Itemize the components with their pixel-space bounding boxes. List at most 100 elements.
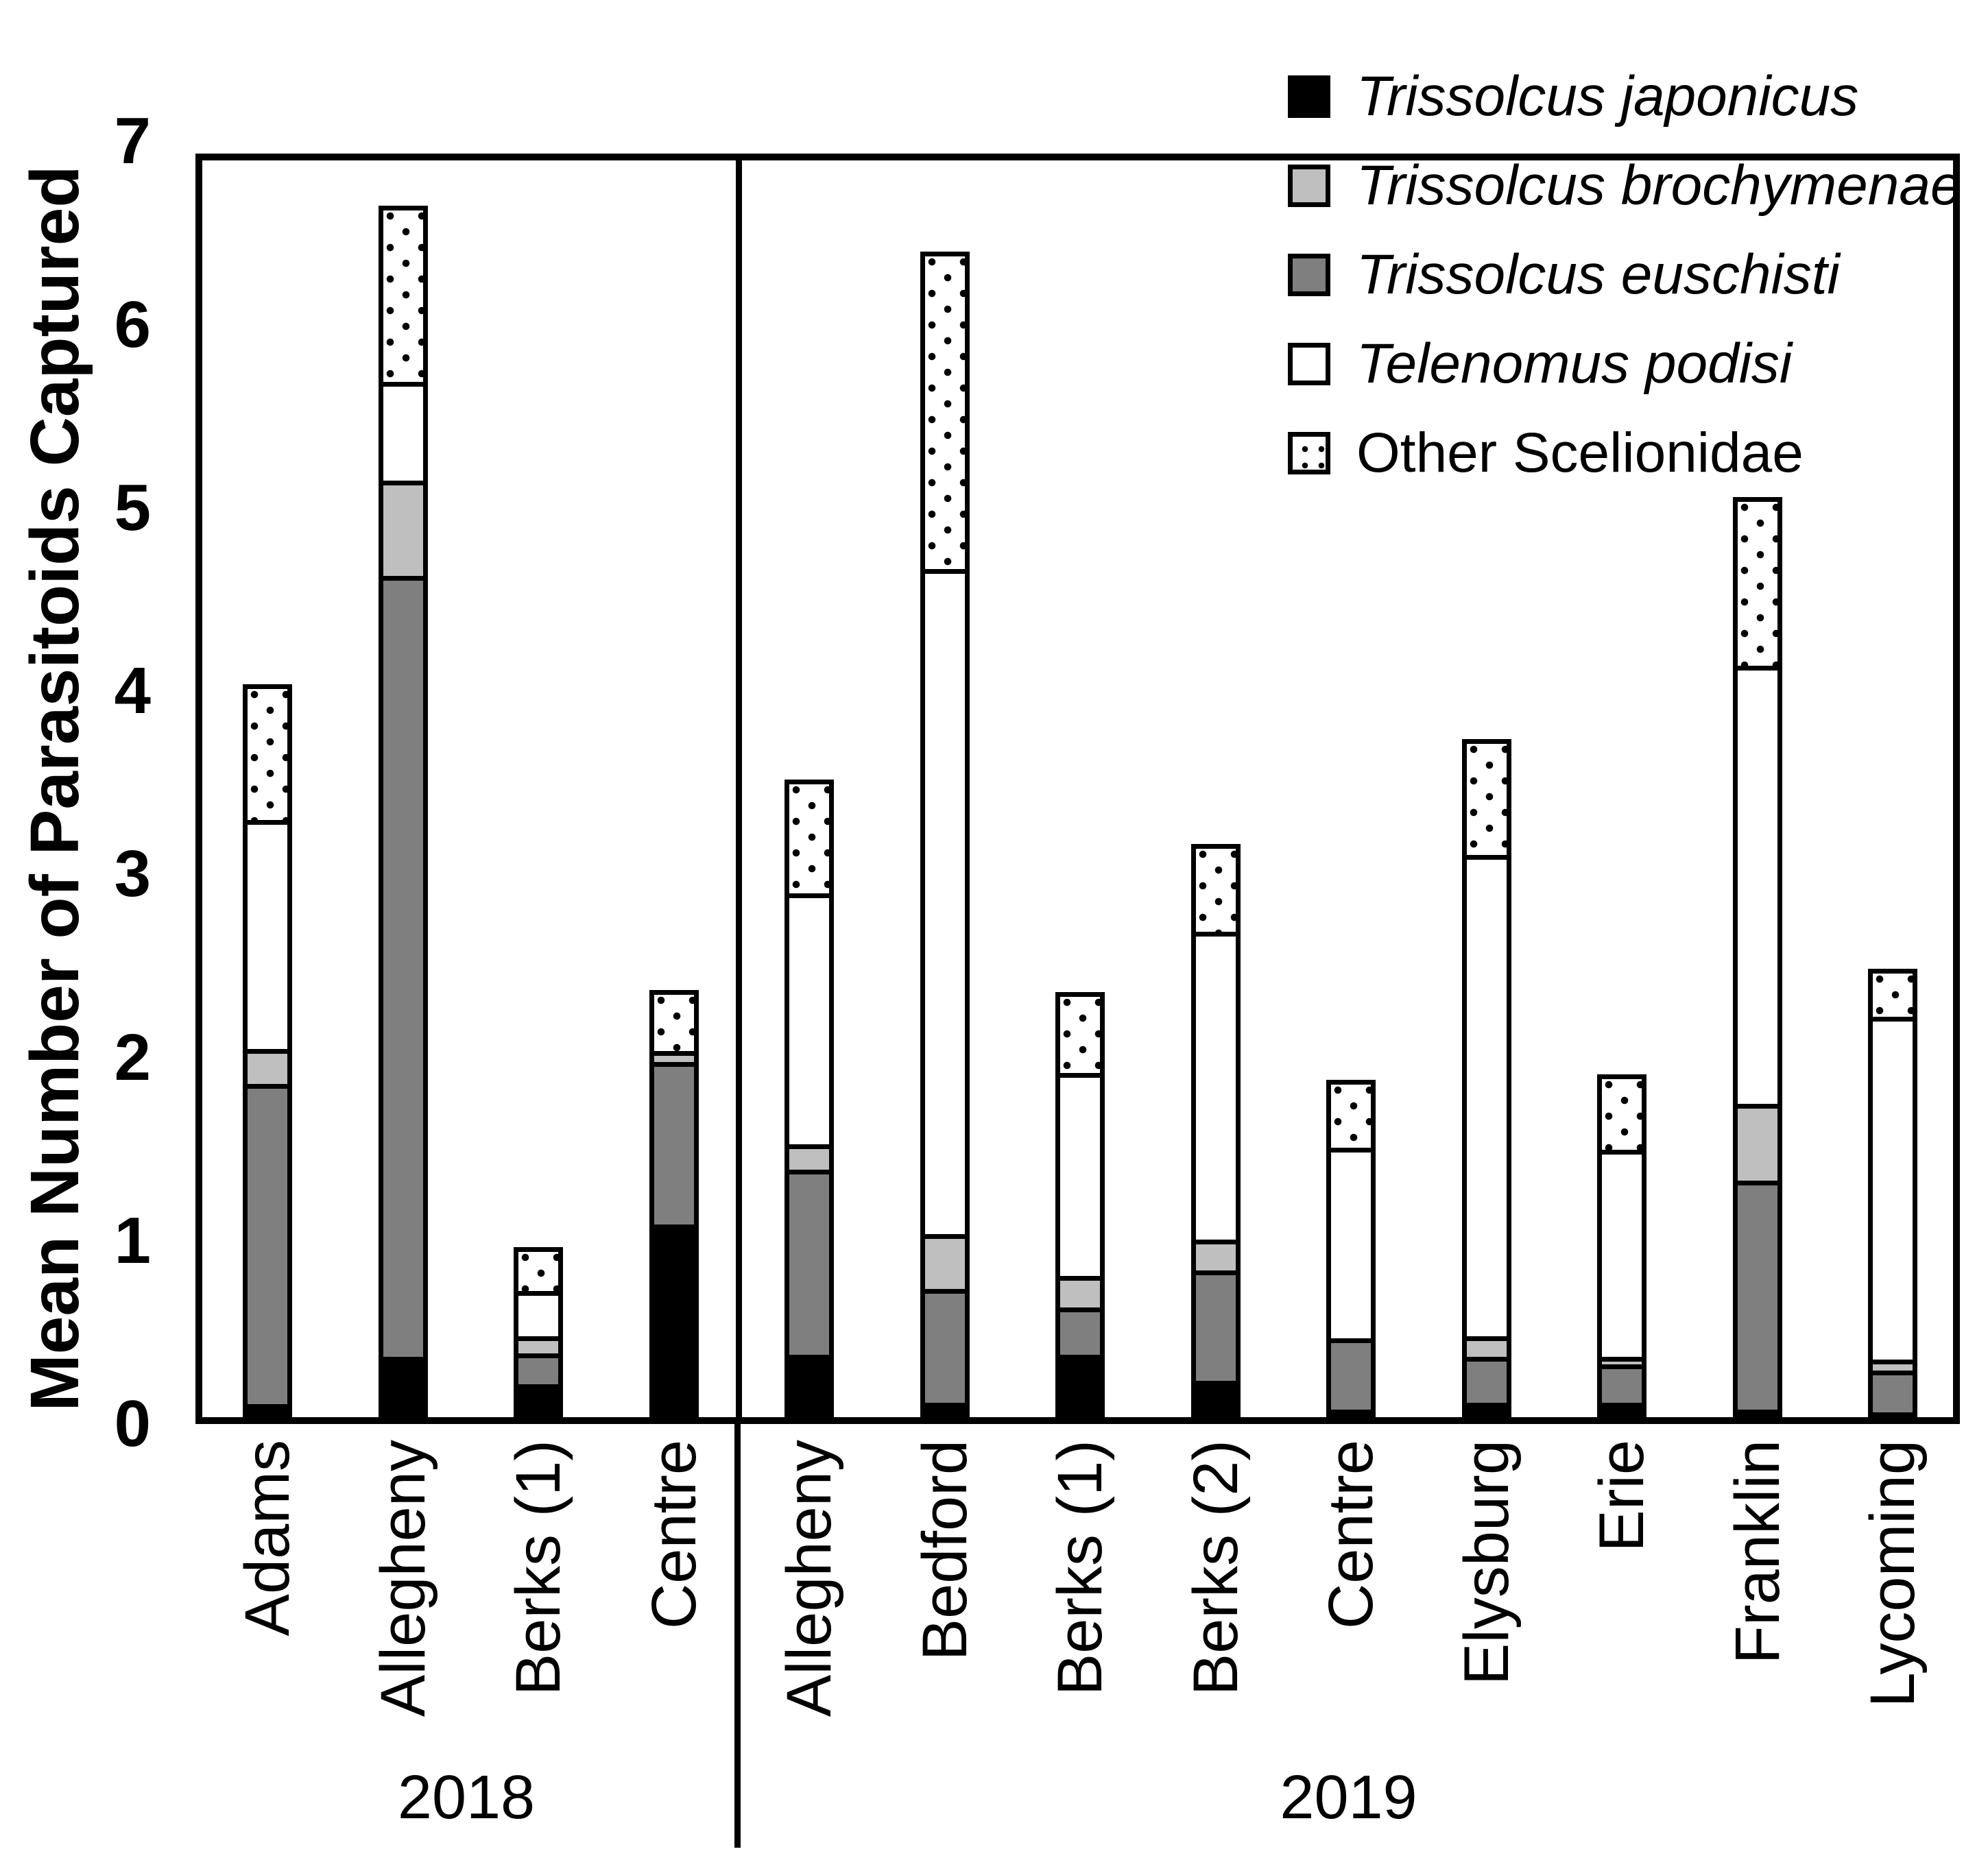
bar-2019-bedford [920, 252, 970, 1417]
legend-label: Trissolcus japonicus [1356, 65, 1859, 128]
y-tick-label-6: 6 [114, 287, 151, 361]
bar-2018-allegheny [378, 206, 428, 1417]
x-label-2019-allegheny: Allegheny [774, 1440, 844, 1717]
bar-2019-berks-2 [1190, 843, 1241, 1417]
bar-segment-darkgray [1873, 1370, 1913, 1412]
bar-segment-darkgray [383, 576, 423, 1357]
bar-segment-black [248, 1404, 287, 1417]
bar-segment-lightgray [1602, 1356, 1642, 1364]
bar-segment-black [1195, 1380, 1236, 1417]
legend-label: Telenomus podisi [1356, 333, 1793, 395]
bar-2019-berks-1 [1055, 992, 1105, 1417]
x-label-2019-berks-1: Berks (1) [1045, 1440, 1115, 1696]
bar-segment-lightgray [1060, 1276, 1100, 1307]
bar-2018-centre [649, 990, 699, 1417]
bar-segment-darkgray [789, 1170, 829, 1355]
bar-segment-darkgray [1195, 1270, 1236, 1381]
bar-segment-lightgray [1466, 1336, 1507, 1357]
bar-segment-black [654, 1224, 694, 1417]
x-label-2018-centre: Centre [638, 1440, 709, 1630]
bar-segment-darkgray [248, 1083, 287, 1405]
bar-segment-white [924, 568, 965, 1234]
y-tick-label-4: 4 [114, 654, 151, 727]
bar-segment-black [1466, 1402, 1507, 1417]
legend-item-trissolcus-japonicus: Trissolcus japonicus [1288, 65, 1962, 128]
bar-2019-centre [1326, 1080, 1376, 1417]
bar-segment-dotted [654, 990, 694, 1051]
bar-2019-elysburg [1461, 739, 1511, 1417]
bar-segment-black [789, 1355, 829, 1417]
year-divider-line [736, 160, 742, 1417]
year-divider-extension [734, 1424, 741, 1848]
bar-segment-dotted [789, 780, 829, 893]
bar-segment-white [1195, 931, 1236, 1240]
y-tick-label-0: 0 [114, 1387, 151, 1460]
bar-segment-white [1466, 854, 1507, 1337]
bar-segment-white [1873, 1016, 1913, 1360]
bar-segment-white [1602, 1149, 1642, 1357]
y-tick-label-7: 7 [114, 104, 151, 178]
bar-segment-lightgray [383, 481, 423, 577]
bar-segment-darkgray [1331, 1338, 1371, 1410]
bar-2019-erie [1597, 1074, 1646, 1417]
bar-segment-darkgray [654, 1061, 694, 1225]
x-label-2019-berks-2: Berks (2) [1180, 1440, 1251, 1696]
bar-segment-white [518, 1290, 558, 1337]
bar-segment-lightgray [1873, 1359, 1913, 1371]
bar-segment-dotted [1737, 497, 1777, 666]
x-label-2019-franklin: Franklin [1722, 1440, 1793, 1665]
bar-segment-lightgray [248, 1048, 287, 1084]
bar-segment-dotted [1873, 969, 1913, 1017]
bar-segment-white [248, 819, 287, 1049]
bar-segment-white [1331, 1148, 1371, 1339]
bar-segment-lightgray [1195, 1239, 1236, 1271]
bar-2019-allegheny [785, 780, 834, 1417]
bar-segment-dotted [1195, 843, 1236, 932]
bar-segment-dotted [248, 684, 287, 820]
plot-area [195, 154, 1960, 1424]
bar-segment-white [789, 893, 829, 1144]
bar-segment-black [1331, 1410, 1371, 1417]
bar-2018-berks-1 [514, 1246, 563, 1417]
x-label-2019-lycoming: Lycoming [1858, 1440, 1928, 1708]
legend: Trissolcus japonicus Trissolcus brochymen… [1288, 65, 1962, 511]
bar-segment-dotted [1060, 992, 1100, 1073]
year-label-2018: 2018 [397, 1763, 536, 1832]
bar-segment-darkgray [924, 1288, 965, 1403]
bar-segment-black [1737, 1410, 1777, 1417]
bar-segment-lightgray [518, 1336, 558, 1353]
y-tick-label-5: 5 [114, 470, 151, 544]
legend-swatch-darkgray-icon [1288, 254, 1330, 296]
bar-segment-dotted [1602, 1074, 1642, 1150]
legend-swatch-dotted-icon [1288, 432, 1330, 474]
bar-segment-darkgray [518, 1353, 558, 1384]
x-label-2019-bedford: Bedford [909, 1440, 980, 1661]
bar-segment-white [1060, 1072, 1100, 1277]
legend-item-other-scelionidae: Other Scelionidae [1288, 422, 1962, 484]
bar-2019-lycoming [1868, 969, 1917, 1417]
y-tick-label-2: 2 [114, 1020, 151, 1094]
legend-label: Trissolcus brochymenae [1356, 154, 1962, 217]
x-label-2019-centre: Centre [1316, 1440, 1386, 1630]
bar-segment-darkgray [1466, 1356, 1507, 1403]
bar-segment-dotted [1466, 739, 1507, 855]
bar-segment-black [518, 1384, 558, 1417]
bar-segment-dotted [518, 1246, 558, 1291]
y-tick-label-3: 3 [114, 837, 151, 911]
bar-2019-franklin [1732, 497, 1782, 1417]
bar-segment-black [1873, 1412, 1913, 1417]
legend-item-trissolcus-euschisti: Trissolcus euschisti [1288, 243, 1962, 306]
bar-segment-lightgray [924, 1233, 965, 1289]
bar-segment-white [383, 382, 423, 481]
bar-segment-dotted [924, 252, 965, 569]
bar-segment-black [383, 1356, 423, 1417]
x-label-2019-elysburg: Elysburg [1451, 1440, 1522, 1685]
legend-item-telenomus-podisi: Telenomus podisi [1288, 333, 1962, 395]
bar-2018-adams [243, 684, 292, 1417]
bar-segment-black [924, 1402, 965, 1417]
legend-label: Trissolcus euschisti [1356, 243, 1840, 306]
y-tick-label-1: 1 [114, 1203, 151, 1277]
x-label-2019-erie: Erie [1587, 1440, 1657, 1552]
bar-segment-darkgray [1602, 1364, 1642, 1403]
